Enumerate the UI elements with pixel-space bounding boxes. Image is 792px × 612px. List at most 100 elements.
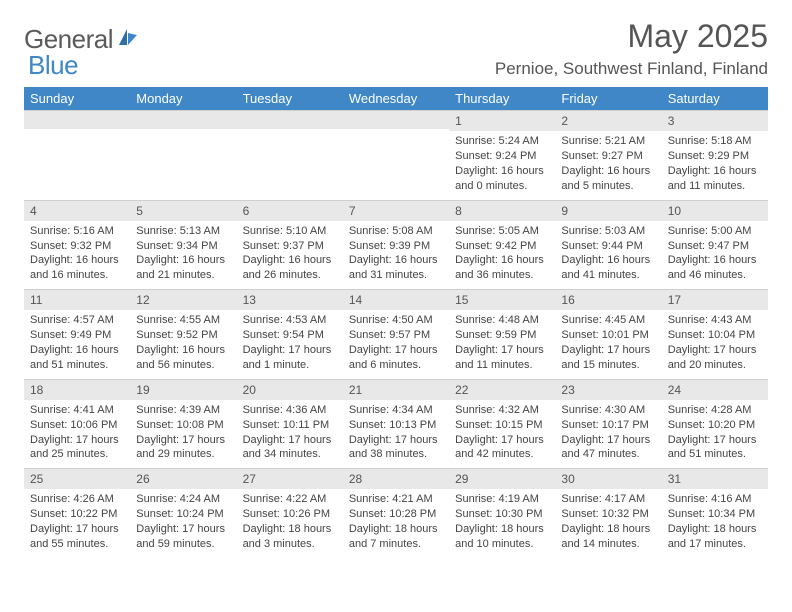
day-content: Sunrise: 4:48 AMSunset: 9:59 PMDaylight:… [449,310,555,378]
sunrise-text: Sunrise: 5:05 AM [455,224,549,239]
sunset-text: Sunset: 9:44 PM [561,239,655,254]
week-row: 25Sunrise: 4:26 AMSunset: 10:22 PMDaylig… [24,468,768,558]
daylight-text: and 7 minutes. [349,537,443,552]
sunset-text: Sunset: 10:13 PM [349,418,443,433]
day-cell: 2Sunrise: 5:21 AMSunset: 9:27 PMDaylight… [555,110,661,200]
day-cell [130,110,236,200]
daylight-text: Daylight: 17 hours [30,433,124,448]
day-content: Sunrise: 4:26 AMSunset: 10:22 PMDaylight… [24,489,130,557]
day-cell: 28Sunrise: 4:21 AMSunset: 10:28 PMDaylig… [343,468,449,558]
daylight-text: and 51 minutes. [30,358,124,373]
day-cell: 15Sunrise: 4:48 AMSunset: 9:59 PMDayligh… [449,289,555,379]
sunrise-text: Sunrise: 4:43 AM [668,313,762,328]
day-content: Sunrise: 4:39 AMSunset: 10:08 PMDaylight… [130,400,236,468]
daylight-text: Daylight: 16 hours [561,164,655,179]
day-number: 19 [130,379,236,400]
day-number: 7 [343,200,449,221]
day-cell: 30Sunrise: 4:17 AMSunset: 10:32 PMDaylig… [555,468,661,558]
daylight-text: Daylight: 17 hours [349,343,443,358]
week-row: 18Sunrise: 4:41 AMSunset: 10:06 PMDaylig… [24,379,768,469]
sunrise-text: Sunrise: 4:45 AM [561,313,655,328]
day-cell: 31Sunrise: 4:16 AMSunset: 10:34 PMDaylig… [662,468,768,558]
day-cell: 20Sunrise: 4:36 AMSunset: 10:11 PMDaylig… [237,379,343,469]
daylight-text: and 21 minutes. [136,268,230,283]
day-cell: 25Sunrise: 4:26 AMSunset: 10:22 PMDaylig… [24,468,130,558]
day-content: Sunrise: 5:10 AMSunset: 9:37 PMDaylight:… [237,221,343,289]
sunrise-text: Sunrise: 4:32 AM [455,403,549,418]
daylight-text: Daylight: 18 hours [455,522,549,537]
day-number: 17 [662,289,768,310]
logo-word2-wrap: Blue [28,50,78,81]
sunset-text: Sunset: 9:47 PM [668,239,762,254]
daylight-text: Daylight: 17 hours [30,522,124,537]
sunrise-text: Sunrise: 5:18 AM [668,134,762,149]
day-cell: 26Sunrise: 4:24 AMSunset: 10:24 PMDaylig… [130,468,236,558]
day-content: Sunrise: 4:32 AMSunset: 10:15 PMDaylight… [449,400,555,468]
weekday-header: Friday [555,87,661,110]
day-cell: 5Sunrise: 5:13 AMSunset: 9:34 PMDaylight… [130,200,236,290]
day-cell: 23Sunrise: 4:30 AMSunset: 10:17 PMDaylig… [555,379,661,469]
day-number: 26 [130,468,236,489]
daylight-text: Daylight: 18 hours [668,522,762,537]
daylight-text: and 11 minutes. [668,179,762,194]
daylight-text: and 55 minutes. [30,537,124,552]
daylight-text: Daylight: 17 hours [243,343,337,358]
daylight-text: and 20 minutes. [668,358,762,373]
weekday-header: Monday [130,87,236,110]
day-content: Sunrise: 4:45 AMSunset: 10:01 PMDaylight… [555,310,661,378]
sunset-text: Sunset: 9:59 PM [455,328,549,343]
day-cell: 19Sunrise: 4:39 AMSunset: 10:08 PMDaylig… [130,379,236,469]
sunset-text: Sunset: 10:24 PM [136,507,230,522]
header: General May 2025 Pernioe, Southwest Finl… [24,18,768,79]
day-content: Sunrise: 5:00 AMSunset: 9:47 PMDaylight:… [662,221,768,289]
weekday-header: Wednesday [343,87,449,110]
sunrise-text: Sunrise: 4:16 AM [668,492,762,507]
daylight-text: Daylight: 16 hours [455,253,549,268]
sunrise-text: Sunrise: 4:28 AM [668,403,762,418]
weekday-header: Sunday [24,87,130,110]
sunset-text: Sunset: 10:34 PM [668,507,762,522]
day-number: 11 [24,289,130,310]
title-block: May 2025 Pernioe, Southwest Finland, Fin… [495,18,768,79]
day-cell: 27Sunrise: 4:22 AMSunset: 10:26 PMDaylig… [237,468,343,558]
day-cell: 12Sunrise: 4:55 AMSunset: 9:52 PMDayligh… [130,289,236,379]
day-number [130,110,236,129]
sunrise-text: Sunrise: 4:24 AM [136,492,230,507]
daylight-text: and 47 minutes. [561,447,655,462]
day-number: 4 [24,200,130,221]
day-cell [237,110,343,200]
day-content: Sunrise: 4:55 AMSunset: 9:52 PMDaylight:… [130,310,236,378]
day-number: 14 [343,289,449,310]
day-number: 23 [555,379,661,400]
daylight-text: Daylight: 17 hours [561,433,655,448]
day-cell: 9Sunrise: 5:03 AMSunset: 9:44 PMDaylight… [555,200,661,290]
sunrise-text: Sunrise: 4:41 AM [30,403,124,418]
sunrise-text: Sunrise: 4:19 AM [455,492,549,507]
daylight-text: and 31 minutes. [349,268,443,283]
daylight-text: and 0 minutes. [455,179,549,194]
day-content: Sunrise: 4:30 AMSunset: 10:17 PMDaylight… [555,400,661,468]
daylight-text: and 15 minutes. [561,358,655,373]
sunrise-text: Sunrise: 4:57 AM [30,313,124,328]
daylight-text: Daylight: 16 hours [668,164,762,179]
daylight-text: Daylight: 16 hours [561,253,655,268]
daylight-text: Daylight: 16 hours [30,343,124,358]
day-cell: 10Sunrise: 5:00 AMSunset: 9:47 PMDayligh… [662,200,768,290]
day-number: 28 [343,468,449,489]
weekday-header: Thursday [449,87,555,110]
daylight-text: Daylight: 16 hours [30,253,124,268]
day-cell: 14Sunrise: 4:50 AMSunset: 9:57 PMDayligh… [343,289,449,379]
daylight-text: and 46 minutes. [668,268,762,283]
day-number: 2 [555,110,661,131]
day-cell [24,110,130,200]
day-content: Sunrise: 4:21 AMSunset: 10:28 PMDaylight… [343,489,449,557]
day-number: 5 [130,200,236,221]
sunset-text: Sunset: 9:42 PM [455,239,549,254]
day-number: 18 [24,379,130,400]
day-cell: 29Sunrise: 4:19 AMSunset: 10:30 PMDaylig… [449,468,555,558]
week-row: 4Sunrise: 5:16 AMSunset: 9:32 PMDaylight… [24,200,768,290]
sunset-text: Sunset: 10:20 PM [668,418,762,433]
sunset-text: Sunset: 10:32 PM [561,507,655,522]
day-number: 12 [130,289,236,310]
day-content: Sunrise: 5:24 AMSunset: 9:24 PMDaylight:… [449,131,555,199]
